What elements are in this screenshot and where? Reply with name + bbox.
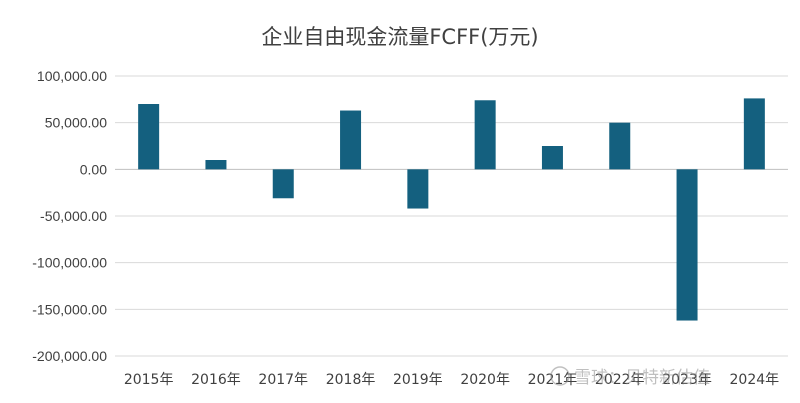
bar [474, 100, 496, 170]
y-tick-label: -100,000.00 [32, 255, 107, 271]
bar [340, 110, 362, 170]
y-tick-label: -50,000.00 [40, 208, 107, 224]
x-category-label: 2024年 [730, 372, 780, 388]
x-category-label: 2020年 [460, 372, 510, 388]
bar [407, 169, 429, 209]
y-tick-label: 0.00 [80, 161, 107, 177]
y-tick-label: -150,000.00 [32, 301, 107, 317]
bar [743, 98, 765, 170]
bar [541, 146, 563, 170]
y-tick-label: 50,000.00 [45, 115, 107, 131]
bar [609, 122, 631, 170]
bars [138, 98, 765, 321]
x-category-label: 2017年 [258, 372, 308, 388]
snowball-logo-icon [550, 366, 570, 386]
x-category-label: 2016年 [191, 372, 241, 388]
x-category-label: 2018年 [326, 372, 376, 388]
watermark: 雪球：贝特新估值 [550, 366, 710, 388]
y-axis-tick-labels: 100,000.00 50,000.00 0.00 -50,000.00 -100,00… [32, 68, 107, 364]
y-tick-label: -200,000.00 [32, 348, 107, 364]
x-axis-category-labels: 2015年 2016年 2017年 2018年 2019年 2020年 2021年 2022年… [124, 372, 779, 388]
chart-title: 企业自由现金流量FCFF(万元) [261, 25, 538, 49]
bar [205, 160, 227, 170]
gridlines [115, 75, 788, 357]
bar [272, 169, 294, 199]
x-category-label: 2022年 [595, 372, 645, 388]
x-category-label: 2015年 [124, 372, 174, 388]
watermark-text: 雪球：贝特新估值 [574, 368, 710, 388]
y-tick-label: 100,000.00 [37, 68, 107, 84]
bar [676, 169, 698, 321]
bar [138, 104, 160, 170]
x-category-label: 2023年 [662, 372, 712, 388]
x-category-label: 2019年 [393, 372, 443, 388]
